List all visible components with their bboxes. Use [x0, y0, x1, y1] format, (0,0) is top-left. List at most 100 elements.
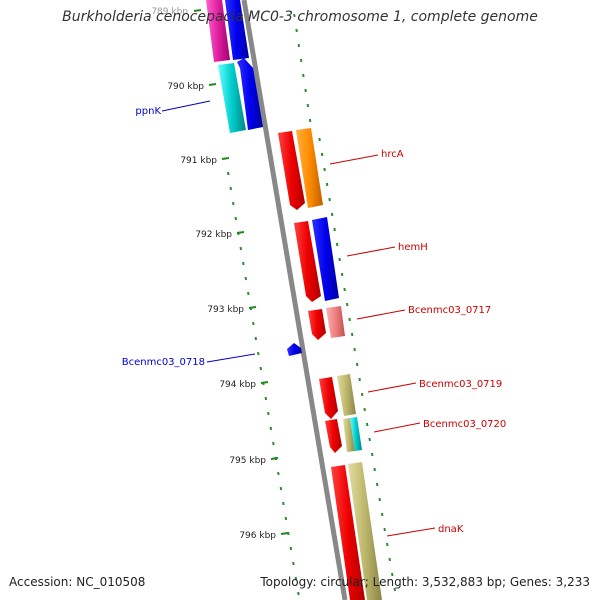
tick-mark-794: [260, 381, 269, 384]
gene-label-hrcA[interactable]: hrcA: [381, 149, 404, 160]
leader-hemH: [346, 246, 396, 257]
tick-dot: [393, 587, 396, 592]
tick-dot: [328, 197, 331, 202]
tick-dot: [325, 182, 329, 187]
tick-dot: [353, 347, 356, 352]
tick-dot: [323, 167, 326, 172]
tick-dot: [302, 73, 305, 78]
tick-label-793: 793 kbp: [207, 305, 244, 315]
tick-dot: [294, 576, 298, 581]
gene-block-pink-0717: [326, 306, 345, 338]
tick-dot: [333, 227, 336, 232]
tick-dot: [368, 437, 371, 442]
tick-dot: [284, 516, 288, 521]
tick-dot: [355, 362, 359, 367]
leader-0717: [356, 309, 406, 320]
tick-dot: [304, 88, 307, 93]
gene-block-cyan-0720: [350, 417, 362, 451]
tick-dot: [318, 137, 321, 142]
tick-dot: [289, 546, 293, 551]
gene-blocks: [206, 0, 382, 600]
gene-label-0720[interactable]: Bcenmc03_0720: [423, 419, 506, 430]
gene-block-cyan-ppnK: [218, 63, 246, 133]
gene-label-hemH[interactable]: hemH: [398, 242, 428, 253]
tick-dot: [257, 351, 260, 356]
tick-dot: [244, 276, 248, 281]
gene-block-khaki-0719: [337, 374, 356, 416]
tick-dot: [292, 561, 295, 566]
gene-block-khaki-dnaK: [348, 462, 382, 600]
tick-mark-795: [270, 457, 279, 460]
leader-0718: [206, 353, 256, 363]
tick-label-796: 796 kbp: [239, 531, 276, 541]
tick-dot: [360, 392, 364, 397]
gene-label-ppnK[interactable]: ppnK: [135, 106, 161, 117]
tick-dot: [239, 246, 243, 251]
tick-dot: [252, 321, 255, 326]
tick-dot: [365, 422, 369, 427]
tick-label-794: 794 kbp: [219, 380, 256, 390]
tick-dot: [229, 186, 232, 191]
tick-dot: [234, 216, 238, 221]
tick-dot: [380, 512, 384, 517]
tick-dot: [267, 411, 270, 416]
tick-dot: [343, 287, 346, 292]
tick-label-790: 790 kbp: [167, 82, 204, 92]
gene-label-0718[interactable]: Bcenmc03_0718: [122, 357, 205, 368]
tick-dot: [227, 171, 230, 176]
gene-labels: ppnK hrcA hemH Bcenmc03_0717 Bcenmc03_07…: [122, 100, 506, 537]
tick-dot: [373, 467, 376, 472]
kbp-ticks: 789 kbp 790 kbp 791 kbp 792 kbp 793 kbp …: [151, 7, 289, 541]
tick-dot: [306, 103, 310, 108]
gene-label-0719[interactable]: Bcenmc03_0719: [419, 379, 502, 390]
tick-mark-791: [221, 157, 230, 160]
tick-mark-789: [193, 9, 202, 12]
tick-dot: [297, 43, 301, 48]
gene-block-blue-0718: [287, 343, 302, 356]
tick-dot: [350, 332, 354, 337]
gene-block-blue-ppnK: [237, 58, 263, 130]
tick-dot: [385, 542, 389, 547]
tick-dot: [345, 302, 349, 307]
gene-block-red-0720: [325, 419, 342, 453]
gene-block-blue-top: [225, 0, 249, 60]
genome-backbone: [241, 0, 348, 600]
tick-dot: [308, 118, 312, 123]
genome-summary-text: Topology: circular; Length: 3,532,883 bp…: [260, 575, 590, 589]
leader-hrcA: [329, 154, 379, 165]
gene-block-red-hemH: [294, 221, 321, 302]
tick-dot: [295, 28, 298, 33]
tick-label-792: 792 kbp: [195, 230, 232, 240]
tick-dot: [282, 501, 285, 506]
tick-label-791: 791 kbp: [180, 156, 217, 166]
tick-mark-793: [248, 306, 257, 309]
tick-dot: [242, 261, 245, 266]
gene-block-red-dnaK: [331, 465, 365, 600]
gene-block-blue-hemH: [312, 217, 339, 301]
gene-label-dnaK[interactable]: dnaK: [438, 524, 464, 535]
tick-dot: [335, 242, 339, 247]
gene-block-red-hrcA: [278, 131, 305, 210]
tick-dot: [388, 557, 391, 562]
tick-dot: [279, 486, 283, 491]
gene-label-0717[interactable]: Bcenmc03_0717: [408, 305, 491, 316]
tick-dot: [330, 212, 334, 217]
gene-block-red-0717: [308, 309, 326, 340]
tick-dot: [383, 527, 386, 532]
tick-dot: [259, 366, 263, 371]
leader-ppnK: [161, 100, 211, 112]
tick-mark-790: [208, 83, 217, 86]
accession-text: Accession: NC_010508: [9, 575, 146, 589]
tick-dot: [264, 396, 268, 401]
map-title: Burkholderia cenocepacia MC0-3 chromosom…: [62, 9, 538, 25]
leader-0720: [373, 422, 421, 433]
tick-dot: [247, 291, 250, 296]
tick-label-795: 795 kbp: [229, 456, 266, 466]
tick-dot: [297, 591, 300, 596]
tick-mark-792: [236, 231, 245, 234]
tick-dot: [378, 497, 381, 502]
tick-mark-796: [280, 532, 289, 535]
tick-dot: [320, 152, 324, 157]
tick-dot: [348, 317, 351, 322]
